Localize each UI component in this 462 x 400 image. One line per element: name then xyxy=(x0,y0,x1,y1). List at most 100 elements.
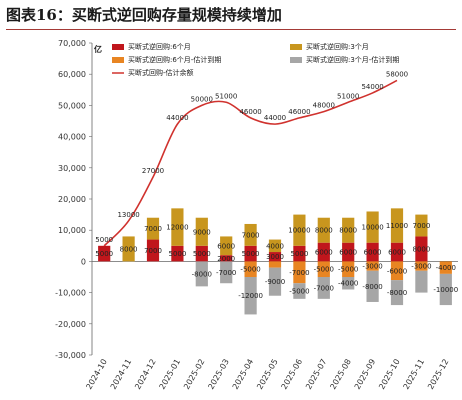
y-tick-label: 30,000 xyxy=(58,164,86,173)
bar-data-label: 5000 xyxy=(168,250,186,258)
x-tick-label: 2025-06 xyxy=(280,358,305,391)
x-tick-label: 2025-11 xyxy=(402,358,427,391)
bar xyxy=(122,236,135,262)
bar xyxy=(342,242,355,262)
bar xyxy=(220,261,233,284)
bar xyxy=(317,217,330,243)
balance-line xyxy=(103,79,398,247)
bar xyxy=(317,242,330,262)
bar xyxy=(244,277,257,315)
x-tick-label: 2024-12 xyxy=(133,358,158,391)
line-data-label: 5000 xyxy=(95,236,113,244)
page-title: 图表16：买断式逆回购存量规模持续增加 xyxy=(6,4,456,30)
bar xyxy=(390,280,404,306)
bar-data-label: -8000 xyxy=(387,289,407,297)
legend-swatch xyxy=(112,57,124,63)
legend-swatch xyxy=(112,44,124,50)
y-tick-label: 70,000 xyxy=(58,39,86,48)
x-tick-label: 2025-09 xyxy=(353,358,378,391)
bar xyxy=(268,252,282,262)
bar-data-label: 3000 xyxy=(266,253,284,261)
bar-data-label: -12000 xyxy=(238,292,263,300)
bar-data-label: 4000 xyxy=(266,242,284,250)
line-layer xyxy=(103,79,398,247)
bar xyxy=(415,270,428,293)
y-tick-label: 0 xyxy=(81,257,86,266)
bar-data-label: -7000 xyxy=(216,269,236,277)
bar xyxy=(195,261,208,287)
bar xyxy=(293,245,306,262)
bar-data-label: -5000 xyxy=(289,288,309,296)
line-data-label: 48000 xyxy=(313,102,335,110)
x-tick-label: 2025-10 xyxy=(377,358,402,391)
bar-data-label: 7000 xyxy=(242,231,260,239)
data-label-layer: 5000 8000 7000 7000 5000 12000 5000 9000 -8000 20… xyxy=(95,70,458,300)
y-tick-label: 40,000 xyxy=(58,133,86,142)
bar xyxy=(244,223,257,246)
bar xyxy=(171,208,184,246)
bar-data-label: 6000 xyxy=(217,242,235,250)
bar xyxy=(342,277,355,290)
y-tick-label: 20,000 xyxy=(58,195,86,204)
legend-entry: 买断式逆回购:3个月-估计到期 xyxy=(306,55,399,64)
bar xyxy=(366,242,379,262)
line-data-label: 46000 xyxy=(288,108,310,116)
bar-data-label: -10000 xyxy=(433,286,458,294)
bar-data-label: -9000 xyxy=(265,278,285,286)
bar xyxy=(220,255,233,262)
x-tick-label: 2025-01 xyxy=(158,358,183,391)
x-tick-label: 2025-02 xyxy=(182,358,207,391)
line-data-label: 51000 xyxy=(337,92,359,100)
legend-swatch xyxy=(290,44,302,50)
bar xyxy=(390,242,404,262)
bar-data-label: -5000 xyxy=(314,266,334,274)
legend-entry: 买断式逆回购:6个月-估计到期 xyxy=(128,55,221,64)
bar-data-label: -4000 xyxy=(338,280,358,288)
bar-data-label: 7000 xyxy=(144,247,162,255)
bar-data-label: -5000 xyxy=(240,266,260,274)
bar-data-label: 10000 xyxy=(288,227,310,235)
bar xyxy=(415,236,428,262)
bar-data-label: -8000 xyxy=(192,270,212,278)
bar-data-label: 12000 xyxy=(166,224,188,232)
line-data-label: 58000 xyxy=(386,70,408,78)
bar xyxy=(293,261,306,284)
bar-data-label: -4000 xyxy=(436,264,456,272)
bar-data-label: 8000 xyxy=(339,227,357,235)
bar xyxy=(366,261,379,271)
line-data-label: 13000 xyxy=(117,211,139,219)
x-tick-label: 2025-07 xyxy=(304,358,329,391)
x-tick-label: 2024-10 xyxy=(84,358,109,391)
line-data-label: 51000 xyxy=(215,92,237,100)
unit-label: 亿 xyxy=(94,44,102,54)
y-tick-label: 10,000 xyxy=(58,226,86,235)
bar xyxy=(244,245,257,262)
bar-data-label: 11000 xyxy=(386,222,408,230)
bar xyxy=(171,245,184,262)
bar xyxy=(366,270,379,302)
bar xyxy=(293,214,306,246)
bar xyxy=(98,245,111,262)
bar-data-label: 8000 xyxy=(315,227,333,235)
bar-data-label: 8000 xyxy=(120,245,138,253)
legend-entry: 买断式逆回购:3个月 xyxy=(306,42,369,51)
bar-data-label: -7000 xyxy=(289,269,309,277)
bar-data-label: 8000 xyxy=(412,245,430,253)
line-data-label: 46000 xyxy=(239,108,261,116)
bar xyxy=(220,236,233,256)
bar xyxy=(342,261,355,277)
bar-data-label: 5000 xyxy=(242,250,260,258)
x-tick-label: 2025-03 xyxy=(206,358,231,391)
x-tick-label: 2024-11 xyxy=(109,358,134,391)
bar xyxy=(415,261,428,271)
y-tick-label: -20,000 xyxy=(55,320,86,329)
bar xyxy=(317,277,330,299)
bar xyxy=(293,283,306,299)
y-tick-label: 60,000 xyxy=(58,70,86,79)
bar-data-label: -8000 xyxy=(362,283,382,291)
bar xyxy=(317,261,330,277)
line-data-label: 54000 xyxy=(361,83,383,91)
legend-entry: 买断式回购-估计余额 xyxy=(128,68,194,77)
